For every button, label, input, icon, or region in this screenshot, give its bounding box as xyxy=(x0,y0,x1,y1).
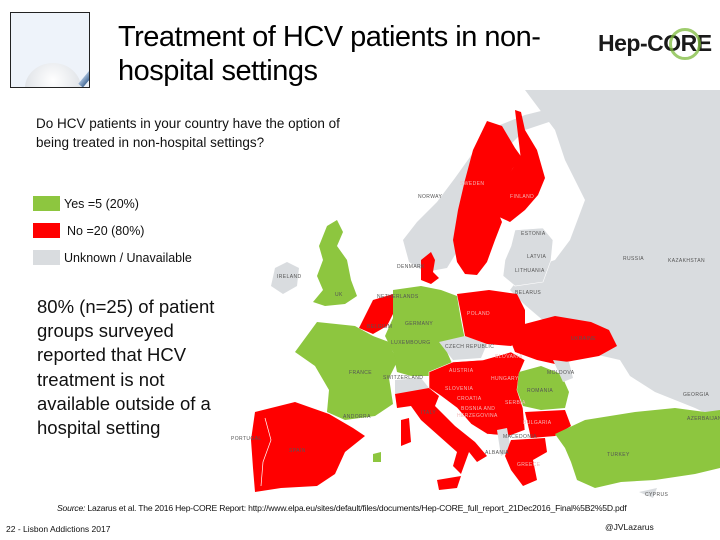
svg-text:SWEDEN: SWEDEN xyxy=(460,181,484,187)
source-text: Lazarus et al. The 2016 Hep-CORE Report:… xyxy=(87,503,627,513)
svg-text:ANDORRA: ANDORRA xyxy=(343,414,371,420)
svg-text:ITALY: ITALY xyxy=(421,410,436,416)
svg-text:SPAIN: SPAIN xyxy=(289,448,306,454)
pen-graphic xyxy=(78,68,89,87)
map-region-benelux xyxy=(359,294,395,334)
summary-statement: 80% (n=25) of patient groups surveyed re… xyxy=(37,296,215,439)
map-region-germany xyxy=(385,286,465,376)
footer-twitter-handle: @JVLazarus xyxy=(605,522,654,532)
svg-text:FINLAND: FINLAND xyxy=(510,194,534,200)
svg-text:POLAND: POLAND xyxy=(467,311,490,317)
svg-text:CROATIA: CROATIA xyxy=(457,396,482,402)
map-region-ireland xyxy=(271,262,299,294)
svg-text:NORWAY: NORWAY xyxy=(418,194,443,200)
slide-thumbnail-image xyxy=(10,12,90,88)
map-region-finland xyxy=(495,110,545,222)
svg-text:SERBIA: SERBIA xyxy=(505,400,526,406)
svg-text:RUSSIA: RUSSIA xyxy=(623,256,644,262)
map-region-sweden xyxy=(453,121,525,275)
legend-label-yes: Yes =5 (20%) xyxy=(64,196,139,211)
source-citation: Source: Lazarus et al. The 2016 Hep-CORE… xyxy=(57,503,627,513)
europe-map: NORWAY SWEDEN FINLAND ESTONIA LATVIA LIT… xyxy=(231,90,720,498)
map-region-greece xyxy=(505,438,547,486)
map-region-bulgaria xyxy=(525,410,571,438)
legend-item-unknown: Unknown / Unavailable xyxy=(33,250,192,265)
svg-text:AZERBAIJAN: AZERBAIJAN xyxy=(687,416,720,422)
svg-text:UKRAINE: UKRAINE xyxy=(571,336,596,342)
svg-text:KAZAKHSTAN: KAZAKHSTAN xyxy=(668,258,705,264)
svg-text:LATVIA: LATVIA xyxy=(527,254,547,260)
map-region-sardinia xyxy=(401,418,411,446)
map-region-italy xyxy=(395,388,487,474)
svg-text:ALBANIA: ALBANIA xyxy=(485,450,509,456)
legend-item-no: No =20 (80%) xyxy=(33,223,144,238)
map-region-turkey xyxy=(555,408,720,488)
legend-swatch-unknown xyxy=(33,250,60,265)
svg-text:FRANCE: FRANCE xyxy=(349,370,372,376)
svg-text:SLOVAKIA: SLOVAKIA xyxy=(495,354,523,360)
svg-text:GREECE: GREECE xyxy=(517,462,541,468)
svg-text:BELARUS: BELARUS xyxy=(515,290,541,296)
map-region-baltics xyxy=(502,227,554,287)
legend-label-unknown: Unknown / Unavailable xyxy=(64,250,192,265)
svg-text:DENMARK: DENMARK xyxy=(397,264,425,270)
map-region-cyprus xyxy=(639,488,657,498)
survey-question: Do HCV patients in your country have the… xyxy=(36,116,340,150)
svg-text:SLOVENIA: SLOVENIA xyxy=(445,386,473,392)
map-region-russia xyxy=(510,90,720,420)
svg-text:MOLDOVA: MOLDOVA xyxy=(547,370,575,376)
logo-ring-icon xyxy=(669,28,701,60)
svg-text:HUNGARY: HUNGARY xyxy=(491,376,519,382)
svg-text:GERMANY: GERMANY xyxy=(405,321,433,327)
svg-text:ROMANIA: ROMANIA xyxy=(527,388,553,394)
svg-text:ESTONIA: ESTONIA xyxy=(521,231,546,237)
map-region-albania xyxy=(497,428,511,456)
svg-text:BULGARIA: BULGARIA xyxy=(523,420,552,426)
svg-text:BOSNIA AND: BOSNIA AND xyxy=(461,406,495,412)
svg-text:LITHUANIA: LITHUANIA xyxy=(515,268,545,274)
svg-text:CZECH REPUBLIC: CZECH REPUBLIC xyxy=(445,344,494,350)
svg-text:TURKEY: TURKEY xyxy=(607,452,630,458)
svg-text:LUXEMBOURG: LUXEMBOURG xyxy=(391,340,431,346)
legend-swatch-no xyxy=(33,223,60,238)
svg-text:IRELAND: IRELAND xyxy=(277,274,301,280)
footer-slide-number: 22 - Lisbon Addictions 2017 xyxy=(6,524,111,534)
map-region-moldova xyxy=(553,360,573,382)
legend-label-no: No =20 (80%) xyxy=(67,223,145,238)
map-region-romania xyxy=(517,366,569,410)
svg-text:NETHERLANDS: NETHERLANDS xyxy=(377,294,419,300)
svg-text:CYPRUS: CYPRUS xyxy=(645,492,669,498)
map-region-france xyxy=(295,322,397,420)
svg-text:MACEDONIA: MACEDONIA xyxy=(503,434,537,440)
map-region-sicily xyxy=(437,476,461,490)
map-region-ukraine xyxy=(511,316,617,364)
svg-text:GEORGIA: GEORGIA xyxy=(683,392,709,398)
slide-title: Treatment of HCV patients in non-hospita… xyxy=(118,21,541,87)
map-region-uk xyxy=(313,220,357,306)
source-label: Source: xyxy=(57,503,86,513)
svg-text:BELGIUM: BELGIUM xyxy=(367,324,392,330)
sphere-graphic xyxy=(25,63,81,87)
svg-text:SWITZERLAND: SWITZERLAND xyxy=(383,375,423,381)
map-region-central-balkans xyxy=(428,351,526,437)
map-region-spain xyxy=(251,402,365,492)
svg-text:UK: UK xyxy=(335,292,343,298)
hep-core-logo: Hep-CORE xyxy=(598,28,712,60)
map-region-portugal-border xyxy=(260,417,272,487)
legend-swatch-yes xyxy=(33,196,60,211)
legend-item-yes: Yes =5 (20%) xyxy=(33,196,139,211)
map-region-balearic xyxy=(373,452,381,462)
svg-text:PORTUGAL: PORTUGAL xyxy=(231,436,262,442)
svg-text:HERZEGOVINA: HERZEGOVINA xyxy=(457,413,498,419)
map-region-denmark xyxy=(421,252,439,284)
map-region-poland xyxy=(457,290,525,346)
map-region-czech xyxy=(439,336,487,360)
svg-text:AUSTRIA: AUSTRIA xyxy=(449,368,474,374)
